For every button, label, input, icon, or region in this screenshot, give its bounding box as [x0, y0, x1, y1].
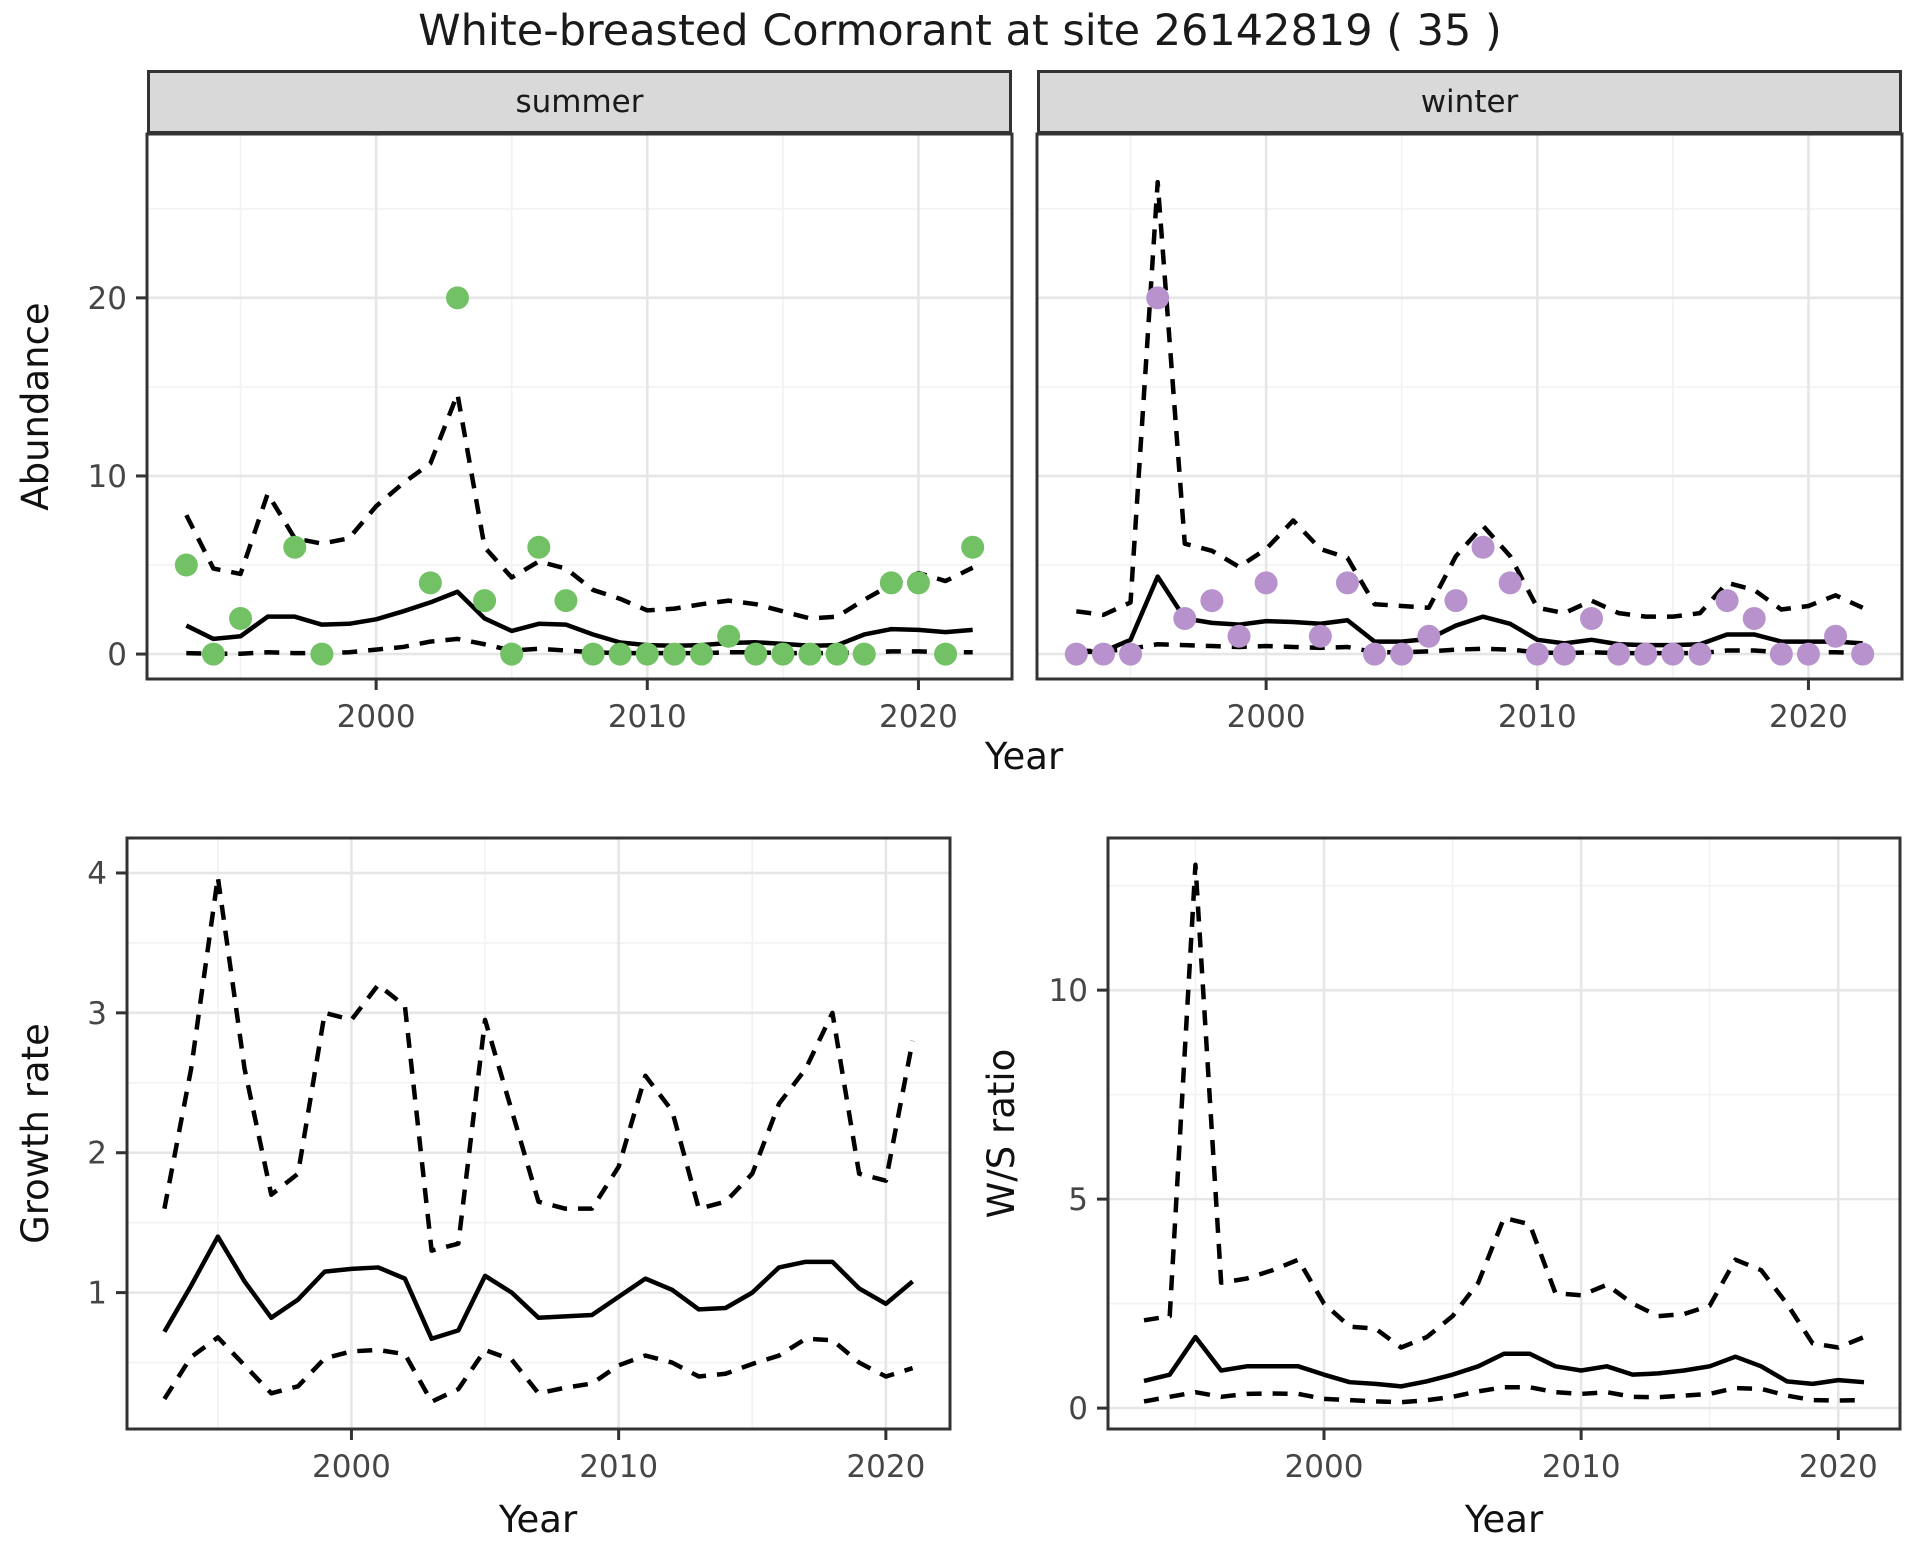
growth-rate-y-tick-label: 3 — [87, 996, 107, 1032]
y-axis-title-abundance: Abundance — [14, 302, 57, 511]
growth-rate-x-tick-label: 2020 — [846, 1449, 925, 1485]
abundance-winter-upper-ci — [1076, 179, 1864, 619]
facet-strip-summer: summer — [147, 70, 1012, 134]
abundance-summer-observations — [174, 286, 985, 666]
abundance-summer-y-tick-label: 0 — [107, 637, 127, 673]
abundance-winter-fit — [1076, 574, 1863, 655]
facet-strip-label-winter: winter — [1420, 84, 1519, 120]
abundance-summer-x-tick-label: 2010 — [608, 699, 687, 735]
abundance-summer-upper-ci — [184, 391, 974, 621]
ws-ratio-x-tick-label: 2010 — [1542, 1449, 1621, 1485]
growth-rate-y-tick-label: 2 — [87, 1136, 107, 1172]
ws-ratio-x-tick-label: 2000 — [1285, 1449, 1364, 1485]
growth-rate-fit — [162, 1234, 915, 1342]
facet-strip-winter: winter — [1037, 70, 1902, 134]
ws-ratio-lower-ci — [1143, 1384, 1865, 1405]
abundance-summer-y-tick-label: 10 — [88, 459, 127, 495]
ws-ratio-y-tick-label: 0 — [1068, 1391, 1088, 1427]
ws-ratio-y-tick-label: 10 — [1049, 973, 1088, 1009]
facet-strip-label-summer: summer — [515, 84, 644, 120]
abundance-winter-observations — [1064, 286, 1875, 666]
ws-ratio-panel: 2000 2010 2020 0 5 10 — [1049, 836, 1902, 1485]
abundance-summer-fit — [185, 589, 973, 648]
growth-rate-panel: 2000 2010 2020 1 2 3 4 — [87, 836, 952, 1485]
growth-rate-x-tick-label: 2000 — [312, 1449, 391, 1485]
x-axis-title-growth-year: Year — [498, 1498, 578, 1541]
page-title: White-breasted Cormorant at site 2614281… — [418, 6, 1502, 56]
abundance-summer-x-tick-label: 2020 — [879, 699, 958, 735]
y-axis-title-growth-rate: Growth rate — [14, 1023, 57, 1244]
ws-ratio-upper-ci — [1143, 862, 1865, 1350]
abundance-winter-panel: 2000 2010 2020 — [1035, 132, 1904, 735]
growth-rate-upper-ci — [162, 874, 915, 1253]
ws-ratio-x-tick-label: 2020 — [1799, 1449, 1878, 1485]
abundance-winter-x-tick-label: 2020 — [1769, 699, 1848, 735]
ws-ratio-fit — [1143, 1334, 1865, 1389]
y-axis-title-ws-ratio: W/S ratio — [980, 1048, 1023, 1219]
abundance-summer-panel: 2000 2010 2020 0 10 20 — [88, 132, 1014, 735]
growth-rate-y-tick-label: 1 — [87, 1276, 107, 1312]
growth-rate-y-tick-label: 4 — [87, 856, 107, 892]
x-axis-title-top-year: Year — [984, 735, 1064, 778]
abundance-summer-y-tick-label: 20 — [88, 281, 127, 317]
abundance-winter-x-tick-label: 2000 — [1227, 699, 1306, 735]
abundance-winter-lower-ci — [1076, 642, 1863, 656]
ws-ratio-y-tick-label: 5 — [1068, 1182, 1088, 1218]
x-axis-title-ws-year: Year — [1464, 1498, 1544, 1541]
abundance-summer-x-tick-label: 2000 — [337, 699, 416, 735]
abundance-winter-x-tick-label: 2010 — [1498, 699, 1577, 735]
growth-rate-x-tick-label: 2010 — [579, 1449, 658, 1485]
